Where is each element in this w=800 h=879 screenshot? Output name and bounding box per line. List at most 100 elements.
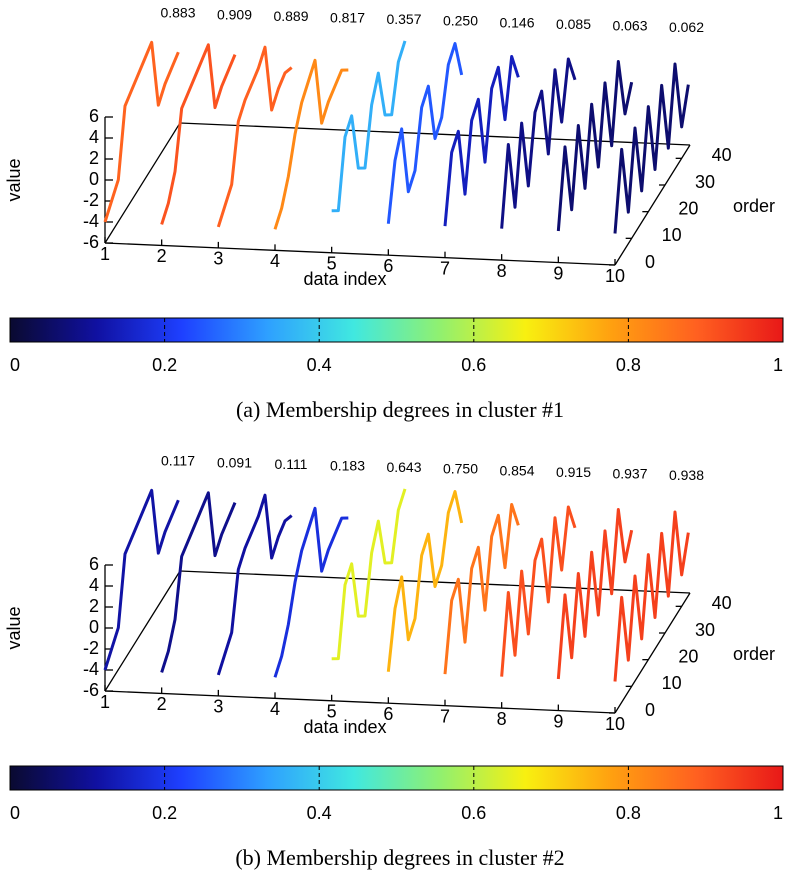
- y-tick-label: 10: [662, 225, 682, 245]
- colorbar: [9, 317, 784, 343]
- y-tick-label: 0: [645, 700, 655, 720]
- z-tick-label: -6: [83, 680, 99, 700]
- axis-line: [614, 592, 691, 714]
- membership-label: 0.091: [217, 454, 252, 470]
- series-line: [556, 508, 634, 680]
- membership-label: 0.854: [499, 462, 534, 478]
- series-line: [273, 506, 349, 678]
- x-tick-label: 1: [100, 692, 110, 712]
- z-axis-label: value: [4, 606, 24, 649]
- series-line: [331, 488, 407, 661]
- axis-line: [104, 690, 616, 714]
- y-tick-label: 30: [695, 620, 715, 640]
- membership-label: 0.817: [330, 10, 365, 26]
- x-tick-label: 7: [440, 706, 450, 726]
- axis-line: [104, 570, 181, 692]
- colorbar-tick-label: 0.4: [307, 803, 332, 823]
- z-axis-label: value: [4, 158, 24, 201]
- x-tick-label: 4: [270, 699, 280, 719]
- series-line: [500, 505, 577, 677]
- colorbar-tick-label: 0.2: [152, 355, 177, 375]
- membership-label: 0.111: [275, 456, 308, 472]
- series-line: [613, 62, 690, 234]
- x-tick-label: 7: [440, 258, 450, 278]
- series-line: [331, 40, 407, 213]
- axis-line: [104, 122, 181, 244]
- series-line: [216, 45, 293, 228]
- membership-label: 0.146: [499, 14, 534, 30]
- axis-line: [614, 144, 691, 266]
- x-tick-label: 2: [157, 694, 167, 714]
- x-tick-label: 9: [553, 263, 563, 283]
- x-tick-label: 3: [213, 249, 223, 269]
- x-tick-label: 2: [157, 246, 167, 266]
- colorbar-tick-label: 0.8: [616, 803, 641, 823]
- membership-label: 0.937: [612, 466, 647, 482]
- colorbar-tick-label: 0.6: [461, 803, 486, 823]
- membership-label: 0.117: [161, 453, 195, 469]
- x-tick-label: 10: [605, 714, 625, 734]
- membership-label: 0.062: [669, 19, 704, 35]
- membership-label: 0.909: [217, 6, 252, 22]
- z-tick-label: -4: [83, 211, 99, 231]
- colorbar: [9, 765, 784, 791]
- colorbar-tick-label: 0.2: [152, 803, 177, 823]
- y-tick-label: 20: [678, 646, 698, 666]
- colorbar-tick-label: 0.6: [461, 355, 486, 375]
- y-tick-label: 30: [695, 172, 715, 192]
- z-tick-label: 2: [89, 596, 99, 616]
- membership-label: 0.357: [386, 11, 421, 27]
- series-line: [216, 493, 293, 676]
- series-line: [386, 490, 464, 672]
- series-line: [613, 510, 690, 682]
- x-tick-label: 8: [497, 261, 507, 281]
- caption: (b) Membership degrees in cluster #2: [235, 845, 564, 870]
- y-tick-label: 10: [662, 673, 682, 693]
- series-line: [160, 491, 237, 673]
- z-tick-label: 4: [89, 575, 99, 595]
- series-line: [273, 58, 349, 230]
- z-tick-label: 6: [89, 106, 99, 126]
- membership-label: 0.183: [330, 458, 365, 474]
- x-tick-label: 5: [327, 254, 337, 274]
- series-line: [556, 60, 634, 232]
- y-tick-label: 40: [712, 145, 732, 165]
- series-line: [160, 43, 237, 225]
- z-tick-label: -6: [83, 232, 99, 252]
- x-axis-label: data index: [303, 717, 386, 737]
- y-tick-label: 0: [645, 252, 655, 272]
- x-tick-label: 6: [383, 256, 393, 276]
- series-line: [386, 42, 464, 224]
- z-tick-label: -2: [83, 638, 99, 658]
- x-tick-label: 5: [327, 702, 337, 722]
- colorbar-tick-label: 0.8: [616, 355, 641, 375]
- colorbar-tick-label: 1: [773, 803, 783, 823]
- axis-line: [104, 242, 616, 266]
- y-axis-label: order: [733, 644, 775, 664]
- x-tick-label: 1: [100, 244, 110, 264]
- z-tick-label: 6: [89, 554, 99, 574]
- x-tick-label: 9: [553, 711, 563, 731]
- membership-label: 0.085: [556, 16, 591, 32]
- z-tick-label: 0: [89, 169, 99, 189]
- x-tick-label: 8: [497, 709, 507, 729]
- y-axis-label: order: [733, 196, 775, 216]
- membership-label: 0.889: [273, 8, 308, 24]
- membership-label: 0.883: [160, 5, 195, 21]
- membership-label: 0.915: [556, 464, 591, 480]
- membership-label: 0.643: [386, 459, 421, 475]
- membership-label: 0.063: [612, 18, 647, 34]
- x-tick-label: 6: [383, 704, 393, 724]
- series-line: [443, 55, 520, 227]
- z-tick-label: 0: [89, 617, 99, 637]
- membership-label: 0.250: [443, 13, 478, 29]
- y-tick-label: 40: [712, 593, 732, 613]
- series-line: [103, 40, 180, 223]
- x-axis-label: data index: [303, 269, 386, 289]
- x-tick-label: 10: [605, 266, 625, 286]
- colorbar-tick-label: 0.4: [307, 355, 332, 375]
- membership-label: 0.938: [669, 467, 704, 483]
